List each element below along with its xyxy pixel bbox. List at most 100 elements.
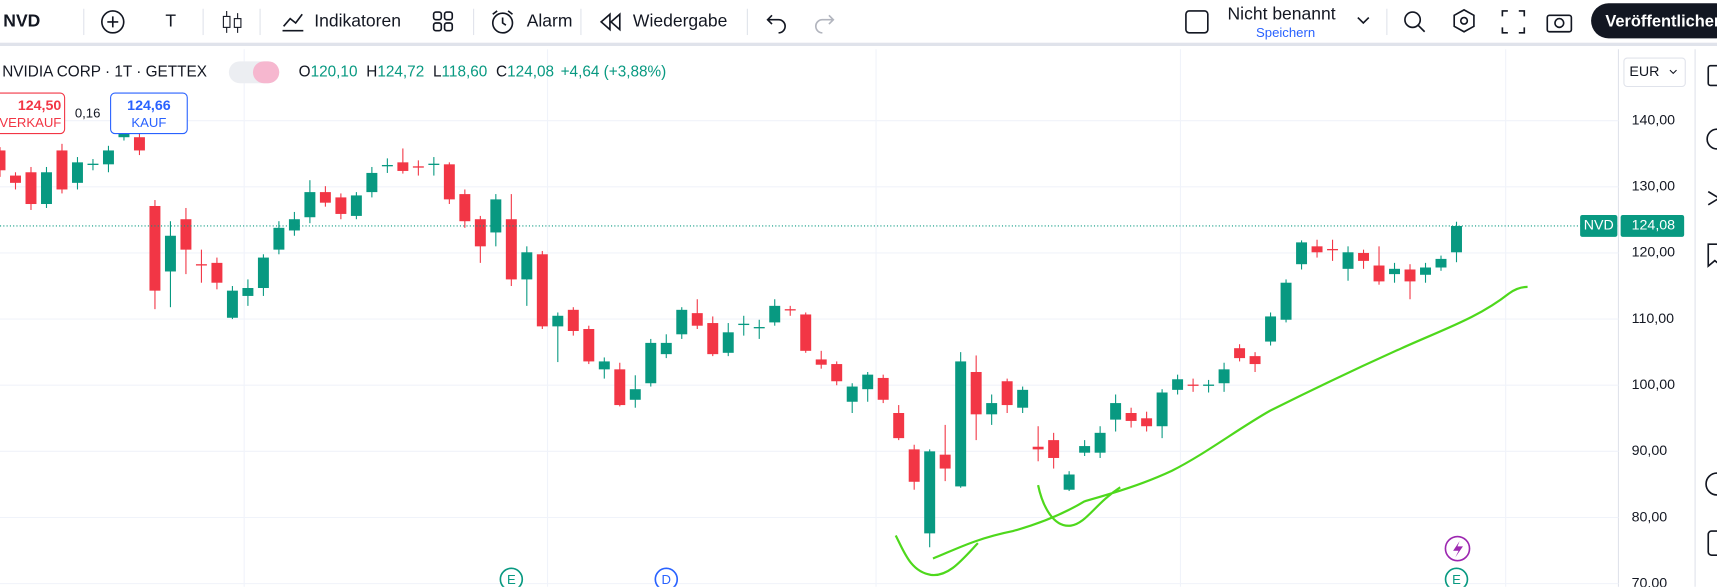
candle-body — [226, 290, 238, 318]
separator — [83, 8, 85, 36]
candle-body — [1280, 282, 1292, 320]
ohlc-value: 118,60 — [441, 62, 488, 80]
candle-body — [490, 199, 502, 233]
toolbar: NVD T Indikatoren Alarm Wiedergabe Nicht… — [0, 0, 1717, 46]
replay[interactable]: Wiedergabe — [632, 12, 728, 31]
candle-body — [691, 313, 703, 326]
replay-icon[interactable] — [599, 10, 623, 34]
candle-body — [505, 219, 517, 280]
undo-icon[interactable] — [764, 10, 788, 34]
candle-body — [1451, 225, 1462, 253]
separator — [473, 8, 475, 36]
indicator-icon[interactable] — [279, 9, 305, 35]
buy-box[interactable] — [110, 92, 188, 135]
add-icon[interactable] — [100, 9, 126, 35]
candle-body — [164, 235, 176, 272]
symbol[interactable]: NVD — [3, 12, 41, 31]
candle-body — [1001, 381, 1013, 406]
event-label: E — [1452, 572, 1461, 587]
candle-body — [288, 219, 300, 231]
y-tick-label: 80,00 — [1632, 509, 1668, 525]
separator — [580, 8, 582, 36]
candle-body — [1110, 403, 1122, 420]
price-tag — [1620, 215, 1685, 237]
candle-body — [877, 377, 889, 400]
sell-label: VERKAUF — [0, 115, 61, 130]
candle-body — [908, 449, 920, 482]
candle-body — [1048, 440, 1060, 458]
drawing — [894, 285, 1528, 576]
candle-body — [133, 137, 145, 151]
candle-body — [567, 309, 579, 331]
candle-body — [381, 164, 393, 167]
candle-body — [800, 314, 812, 351]
alert[interactable]: Alarm — [526, 12, 573, 31]
candle-body — [939, 454, 951, 469]
candle-body — [41, 172, 52, 205]
candle-body — [1358, 252, 1370, 261]
candle-body — [443, 164, 455, 200]
toggle-on — [252, 61, 280, 84]
candle-body — [1234, 348, 1246, 359]
candle-body — [722, 332, 734, 353]
candle-body — [893, 412, 905, 439]
candle-body — [521, 252, 533, 280]
event-marker — [499, 567, 524, 587]
candle-body — [273, 227, 285, 250]
layout-name[interactable]: Nicht benannt — [1227, 5, 1336, 25]
candle-body — [1063, 474, 1075, 490]
candle-body — [1125, 412, 1137, 421]
publish[interactable]: Veröffentlichen — [1605, 12, 1717, 31]
text-tool[interactable]: T — [165, 12, 177, 31]
indicators[interactable]: Indikatoren — [314, 12, 401, 31]
sell-price: 124,50 — [18, 98, 62, 114]
candle-body — [1032, 446, 1044, 450]
candle-body — [397, 162, 409, 171]
chevron[interactable] — [1356, 15, 1371, 26]
candle-body — [1017, 389, 1029, 408]
buy-label: KAUF — [131, 115, 166, 130]
y-tick-label: 110,00 — [1632, 311, 1675, 327]
candle-body — [56, 150, 68, 190]
candle-body — [753, 327, 765, 329]
candle-body — [1404, 269, 1416, 282]
candle-body — [598, 361, 610, 370]
separator — [202, 8, 204, 36]
toggle[interactable] — [228, 61, 280, 84]
candle-body — [784, 309, 796, 311]
candle-body — [629, 389, 641, 400]
alarm-icon[interactable] — [488, 8, 516, 36]
candle-body — [412, 166, 424, 168]
ohlc-key: O — [298, 62, 311, 80]
layout-square[interactable] — [1184, 9, 1210, 35]
toolbar-icons[interactable] — [1402, 8, 1577, 36]
ohlc-value: 120,10 — [310, 62, 358, 80]
candle-body — [1172, 379, 1184, 390]
ohlc-value: 124,72 — [377, 62, 425, 80]
publish-button[interactable] — [1591, 3, 1717, 39]
sell-box[interactable] — [0, 92, 66, 135]
candle-body — [242, 288, 254, 296]
candles-icon[interactable] — [220, 9, 244, 35]
ohlc-key: H — [366, 62, 378, 80]
save[interactable]: Speichern — [1255, 25, 1316, 41]
candle-body — [335, 197, 347, 214]
candle-body — [350, 195, 362, 216]
candle-body — [10, 175, 21, 183]
candle-body — [831, 364, 843, 382]
sidebar-icons — [1705, 64, 1717, 557]
currency-box[interactable] — [1623, 57, 1686, 88]
y-tick-label: 100,00 — [1632, 377, 1676, 393]
candle-body — [986, 403, 998, 415]
legend: NVIDIA CORP · 1T · GETTEX O120,10 H124,72… — [2, 61, 666, 84]
layout-icon[interactable] — [430, 9, 456, 35]
separator — [259, 8, 261, 36]
candle-body — [676, 309, 688, 335]
vertical-grid — [243, 49, 1507, 587]
ohlc-key: L — [432, 62, 442, 80]
candle-body — [614, 369, 626, 406]
redo-icon[interactable] — [813, 10, 837, 34]
candle-body — [149, 205, 161, 291]
candle-body — [1327, 248, 1339, 251]
